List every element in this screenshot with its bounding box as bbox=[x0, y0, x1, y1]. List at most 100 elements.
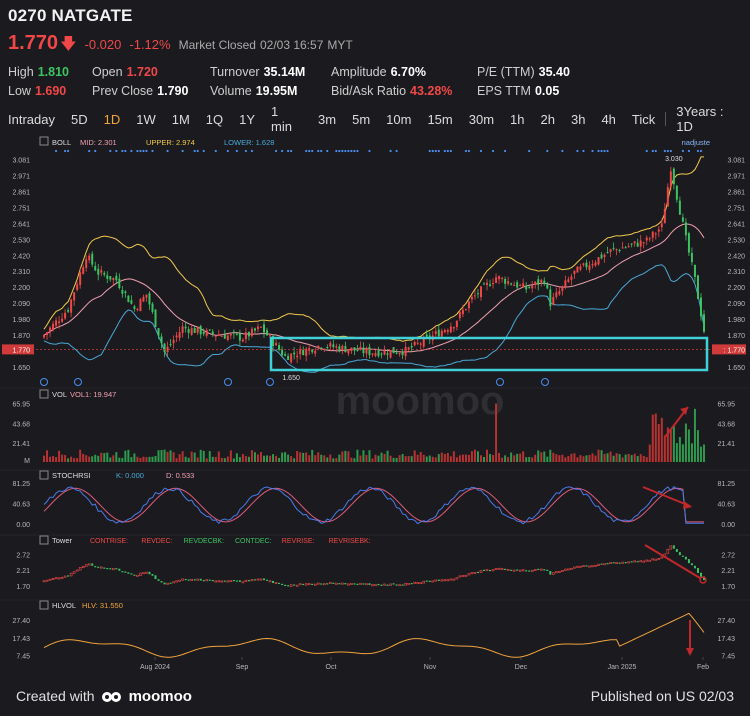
tab-3years-1d[interactable]: 3Years : 1D bbox=[676, 104, 724, 134]
volume-bar bbox=[70, 456, 73, 462]
volume-bar bbox=[205, 458, 208, 462]
tab-tick[interactable]: Tick bbox=[631, 111, 656, 127]
tower-bar bbox=[166, 582, 169, 585]
last-price: 1.770 bbox=[8, 32, 59, 54]
candle-body bbox=[244, 332, 247, 340]
signal-dot bbox=[651, 149, 654, 153]
volume-bar bbox=[368, 450, 371, 462]
volume-bar bbox=[489, 454, 492, 462]
candle-body bbox=[407, 347, 410, 350]
tab-15m[interactable]: 15m bbox=[427, 111, 453, 127]
signal-dot bbox=[250, 149, 254, 153]
stat-amplitude: Amplitude 6.70% bbox=[331, 64, 427, 79]
volume-bar bbox=[85, 455, 88, 462]
volume-bar bbox=[380, 452, 383, 462]
volume-bar bbox=[329, 454, 332, 462]
candle-body bbox=[395, 352, 398, 354]
vol-legend-label: VOL bbox=[52, 390, 67, 399]
tab-4h[interactable]: 4h bbox=[601, 111, 616, 127]
volume-bar bbox=[419, 452, 422, 462]
volume-bar bbox=[187, 457, 190, 462]
candle-body bbox=[79, 272, 82, 285]
tower-bar bbox=[609, 562, 612, 564]
tower-bar bbox=[145, 571, 148, 574]
tab-1q[interactable]: 1Q bbox=[205, 111, 224, 127]
tab-1y[interactable]: 1Y bbox=[239, 111, 256, 127]
candle-body bbox=[389, 350, 392, 358]
tower-bar bbox=[533, 569, 537, 571]
tower-bar bbox=[597, 563, 600, 566]
volume-bar bbox=[154, 455, 157, 462]
candle-body bbox=[193, 328, 196, 333]
candle-body bbox=[223, 334, 226, 339]
signal-dot bbox=[226, 149, 229, 153]
volume-bar bbox=[347, 451, 350, 462]
volume-bar bbox=[344, 450, 347, 462]
y-tick-left: 2.420 bbox=[12, 253, 30, 260]
tab-2h[interactable]: 2h bbox=[540, 111, 555, 127]
volume-bar bbox=[383, 453, 386, 462]
tab-3m[interactable]: 3m bbox=[318, 111, 337, 127]
tower-bar bbox=[675, 548, 678, 552]
tower-y-tick-left: 2.72 bbox=[16, 553, 30, 560]
volume-bar bbox=[446, 452, 449, 462]
candle-body bbox=[178, 332, 181, 338]
tower-bar bbox=[75, 569, 79, 572]
candle-body bbox=[290, 353, 293, 363]
volume-bar bbox=[473, 449, 476, 462]
candle-body bbox=[320, 347, 323, 349]
tab-intraday[interactable]: Intraday bbox=[8, 111, 55, 127]
candle-body bbox=[272, 336, 275, 347]
candle-body bbox=[275, 343, 278, 346]
tower-bar bbox=[57, 577, 61, 580]
tab-1m[interactable]: 1M bbox=[171, 111, 190, 127]
tower-bar bbox=[521, 569, 525, 572]
event-marker-icon bbox=[541, 378, 549, 386]
tab-1d[interactable]: 1D bbox=[103, 111, 121, 127]
tower-bar bbox=[347, 583, 350, 586]
tab-5m[interactable]: 5m bbox=[352, 111, 371, 127]
signal-dot bbox=[274, 149, 278, 153]
tower-bar bbox=[181, 578, 184, 581]
candle-body bbox=[73, 292, 76, 301]
tower-bar bbox=[350, 583, 353, 585]
tower-bar bbox=[169, 582, 172, 584]
candle-body bbox=[392, 347, 395, 354]
tower-bar bbox=[103, 567, 106, 569]
volume-bar bbox=[627, 453, 630, 462]
signal-dot bbox=[603, 149, 606, 153]
tab-3h[interactable]: 3h bbox=[570, 111, 586, 127]
tab-1h[interactable]: 1h bbox=[510, 111, 525, 127]
signal-dot bbox=[214, 149, 217, 153]
tab-1-min[interactable]: 1 min bbox=[271, 104, 292, 134]
tab-5d[interactable]: 5D bbox=[70, 111, 88, 127]
volume-bar bbox=[507, 457, 510, 462]
signal-dot bbox=[181, 149, 184, 153]
candle-body bbox=[401, 352, 404, 356]
tower-bar bbox=[603, 563, 606, 566]
tower-bar bbox=[530, 569, 534, 572]
candle-body bbox=[449, 326, 452, 333]
tab-30m[interactable]: 30m bbox=[468, 111, 495, 127]
tower-bar bbox=[202, 580, 205, 582]
vol-legend-box bbox=[39, 389, 49, 399]
candle-body bbox=[377, 350, 380, 357]
tab-1w[interactable]: 1W bbox=[136, 111, 156, 127]
trend-end-marker bbox=[699, 576, 707, 584]
candle-body bbox=[145, 294, 148, 298]
tower-bar bbox=[353, 583, 356, 585]
x-tick-label: Sep bbox=[236, 664, 249, 671]
stats-panel: High 1.810 Open 1.720 Turnover 35.14M Ampli… bbox=[8, 62, 570, 100]
stock-chart[interactable]: moomoo BOLL MID: 2.301 UPPER: 2.974 LOWER: 1… bbox=[0, 132, 750, 676]
candle-body bbox=[58, 321, 61, 324]
watermark: moomoo bbox=[336, 379, 505, 423]
y-tick-left: 2.090 bbox=[12, 301, 30, 308]
candle-body bbox=[226, 335, 229, 340]
candle-body bbox=[374, 353, 377, 356]
tower-bar bbox=[148, 571, 151, 575]
candle-body bbox=[151, 303, 154, 312]
signal-dot bbox=[166, 149, 169, 153]
tower-bar bbox=[130, 573, 133, 575]
tab-10m[interactable]: 10m bbox=[386, 111, 412, 127]
signal-dot bbox=[503, 149, 507, 153]
